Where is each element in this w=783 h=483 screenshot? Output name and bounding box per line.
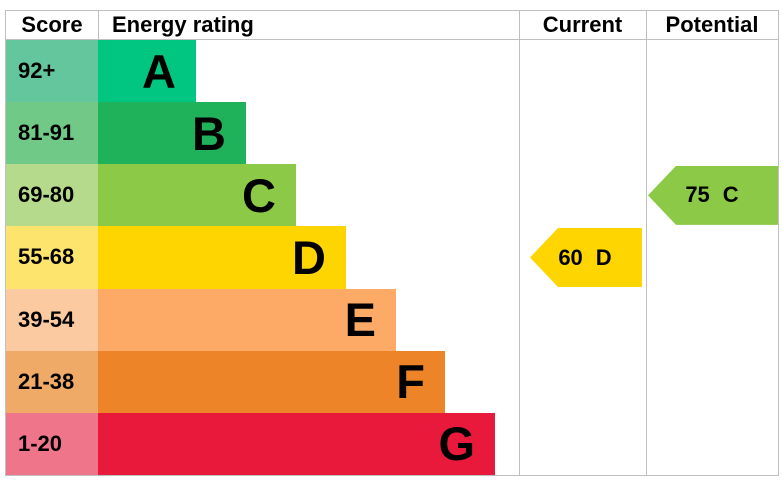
- score-range-label-e: 39-54: [6, 288, 98, 351]
- potential-column-divider: [646, 11, 647, 475]
- band-bar-b: B: [98, 102, 246, 165]
- band-row-e: 39-54 E: [6, 288, 778, 351]
- score-range-label-b: 81-91: [6, 102, 98, 165]
- band-bar-c: C: [98, 164, 296, 227]
- score-range-label-a: 92+: [6, 40, 98, 103]
- band-row-d: 55-68 D: [6, 226, 778, 289]
- header-score: Score: [21, 12, 83, 37]
- chart-frame: Score Energy rating Current Potential 92…: [5, 10, 779, 476]
- potential-grade: C: [722, 182, 739, 208]
- band-bar-e: E: [98, 288, 396, 351]
- header-energy-rating: Energy rating: [112, 12, 254, 37]
- grade-letter-f: F: [396, 355, 425, 409]
- score-range-label-f: 21-38: [6, 350, 98, 413]
- score-range-label-c: 69-80: [6, 164, 98, 227]
- band-row-f: 21-38 F: [6, 350, 778, 413]
- potential-score: 75: [685, 182, 710, 208]
- grade-letter-b: B: [192, 106, 226, 160]
- bands-container: 92+ A 81-91 B 69-80 C 55-68 D 39-54 E 21…: [6, 40, 778, 475]
- current-grade: D: [595, 244, 612, 270]
- current-score: 60: [558, 244, 583, 270]
- chart-header: Score Energy rating Current Potential: [6, 11, 778, 39]
- potential-rating-arrow: 75 C: [648, 165, 778, 225]
- band-bar-d: D: [98, 226, 346, 289]
- grade-letter-a: A: [142, 44, 176, 98]
- band-row-a: 92+ A: [6, 40, 778, 103]
- grade-letter-c: C: [242, 168, 276, 222]
- band-bar-g: G: [98, 412, 495, 475]
- header-current: Current: [542, 12, 623, 37]
- score-range-label-g: 1-20: [6, 412, 98, 475]
- current-rating-arrow: 60 D: [530, 228, 642, 287]
- band-row-b: 81-91 B: [6, 102, 778, 165]
- grade-letter-g: G: [438, 417, 475, 471]
- current-column-divider: [519, 11, 520, 475]
- band-bar-a: A: [98, 40, 196, 103]
- score-range-label-d: 55-68: [6, 226, 98, 289]
- band-row-c: 69-80 C: [6, 164, 778, 227]
- grade-letter-d: D: [292, 230, 326, 284]
- grade-letter-e: E: [344, 293, 376, 347]
- band-row-g: 1-20 G: [6, 412, 778, 475]
- header-potential: Potential: [665, 12, 759, 37]
- header-underline: [6, 39, 778, 40]
- band-bar-f: F: [98, 350, 445, 413]
- score-column-divider: [98, 11, 99, 39]
